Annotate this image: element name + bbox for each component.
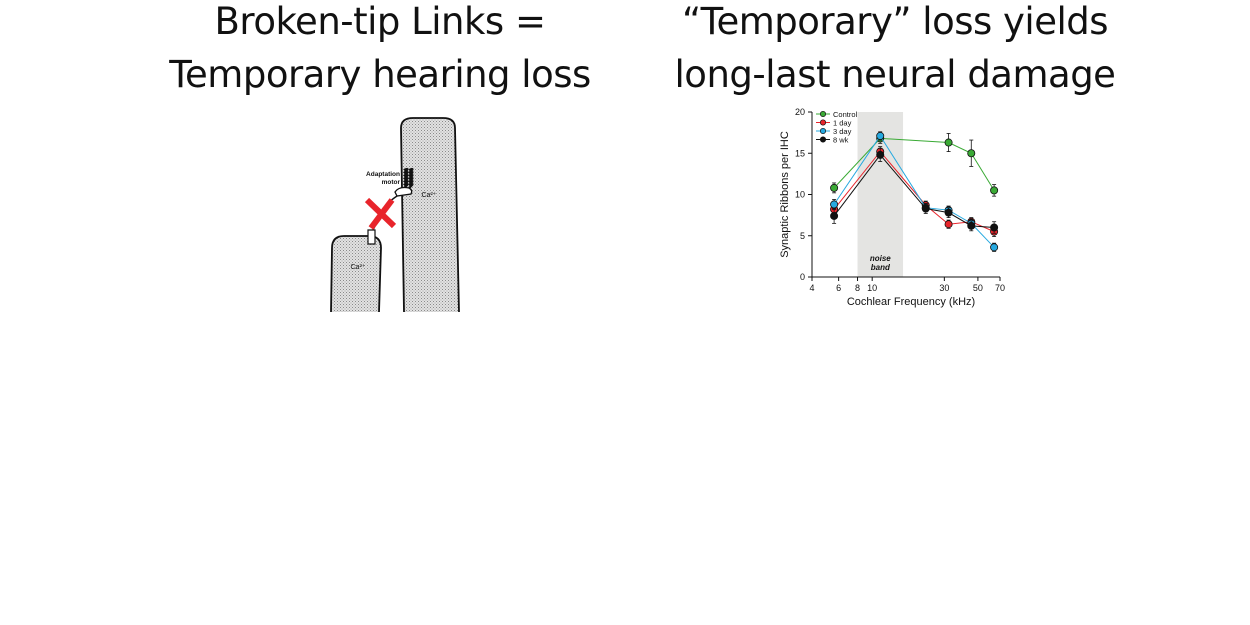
x-axis-label: Cochlear Frequency (kHz) xyxy=(847,296,975,308)
data-point-control xyxy=(967,149,976,158)
ribbon-chart: noise band 4 6 8 10 30 50 70 0 5 10 15 20 Control1… xyxy=(779,107,1005,308)
legend-label-1-day: 1 day xyxy=(833,118,852,127)
ion-label-tall: Ca²⁺ xyxy=(422,192,437,199)
series-8-wk xyxy=(830,147,999,234)
y-tick-label: 0 xyxy=(800,272,805,282)
data-point-8-wk xyxy=(876,150,885,159)
x-tick-label: 70 xyxy=(995,283,1005,293)
series-layer xyxy=(830,131,999,252)
data-point-8-wk xyxy=(990,223,999,232)
lower-tip-link-insertion xyxy=(367,229,376,245)
upper-tip-link-insertion xyxy=(394,186,413,197)
ion-label-short: Ca²⁺ xyxy=(351,264,366,271)
legend-label-control: Control xyxy=(833,110,858,119)
left-title-line1: Broken-tip Links = xyxy=(214,0,546,43)
legend-marker-control xyxy=(819,110,827,118)
y-axis-ticks: 0 5 10 15 20 xyxy=(795,107,812,282)
x-tick-label: 8 xyxy=(855,283,860,293)
left-title-line2: Temporary hearing loss xyxy=(169,53,591,96)
y-tick-label: 10 xyxy=(795,190,805,200)
motor-label-line1: Adaptation xyxy=(366,171,400,178)
right-title: “Temporary” loss yields long-last neural… xyxy=(640,0,1150,101)
x-axis-ticks: 4 6 8 10 30 50 70 xyxy=(809,277,1005,293)
y-tick-label: 15 xyxy=(795,148,805,158)
y-tick-label: 20 xyxy=(795,107,805,117)
data-point-control xyxy=(944,138,953,147)
legend-label-3-day: 3 day xyxy=(833,127,852,136)
data-point-3-day xyxy=(830,200,839,209)
data-point-1-day xyxy=(944,220,953,229)
right-title-line1: “Temporary” loss yields xyxy=(681,0,1109,43)
legend-marker-1-day xyxy=(819,119,827,126)
adaptation-motor xyxy=(403,167,414,189)
broken-link-x-icon xyxy=(364,197,397,230)
data-point-control xyxy=(990,186,999,195)
short-stereocilium xyxy=(330,235,382,312)
y-axis-label: Synaptic Ribbons per IHC xyxy=(779,131,791,258)
data-point-control xyxy=(830,183,839,192)
tall-stereocilium xyxy=(400,117,460,312)
data-point-8-wk xyxy=(967,221,976,230)
stereocilia-diagram: Adaptation motor Ca²⁺ Ca²⁺ xyxy=(330,117,460,312)
legend-marker-3-day xyxy=(819,127,827,135)
x-tick-label: 6 xyxy=(836,283,841,293)
left-title: Broken-tip Links = Temporary hearing los… xyxy=(140,0,620,101)
x-tick-label: 10 xyxy=(867,283,877,293)
x-tick-label: 30 xyxy=(939,283,949,293)
right-title-line2: long-last neural damage xyxy=(674,53,1116,96)
data-point-8-wk xyxy=(944,208,953,217)
x-tick-label: 4 xyxy=(809,283,814,293)
series-line-3-day xyxy=(833,135,995,248)
data-point-8-wk xyxy=(921,204,930,213)
noise-band-label-line1: noise xyxy=(870,254,891,263)
x-tick-label: 50 xyxy=(973,283,983,293)
data-point-3-day xyxy=(990,243,999,252)
motor-label-line2: motor xyxy=(382,179,401,186)
data-point-8-wk xyxy=(830,211,839,220)
data-point-3-day xyxy=(876,131,885,140)
legend-marker-8-wk xyxy=(819,136,827,143)
noise-band-label-line2: band xyxy=(871,263,891,272)
legend-label-8-wk: 8 wk xyxy=(833,135,849,144)
y-tick-label: 5 xyxy=(800,231,805,241)
